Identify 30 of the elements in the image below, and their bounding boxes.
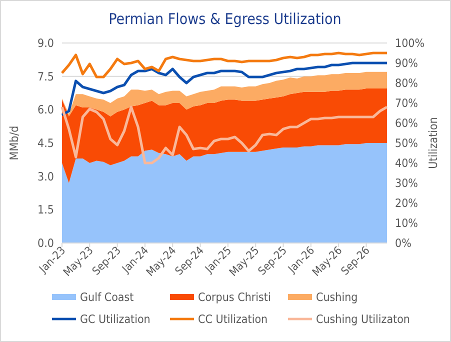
y2-tick-label: 90% bbox=[395, 56, 418, 70]
legend-label: GC Utilization bbox=[80, 312, 150, 326]
y-tick-label: 3.0 bbox=[38, 169, 54, 184]
legend-label: Gulf Coast bbox=[80, 290, 134, 304]
legend-label: CC Utilization bbox=[198, 312, 268, 326]
line-series bbox=[60, 52, 388, 78]
y2-tick-label: 0% bbox=[395, 236, 412, 250]
y-tick-label: 9.0 bbox=[38, 36, 54, 50]
legend-label: Cushing bbox=[316, 290, 358, 304]
y2-tick-label: 50% bbox=[395, 136, 418, 150]
y2-tick-label: 40% bbox=[395, 156, 418, 170]
legend-label: Corpus Christi bbox=[198, 290, 271, 304]
line-series bbox=[60, 62, 388, 116]
y2-tick-label: 100% bbox=[395, 36, 425, 50]
y2-axis-title: Utilization bbox=[426, 117, 440, 169]
line-series bbox=[60, 106, 388, 164]
y2-tick-label: 60% bbox=[395, 116, 418, 130]
legend-label: Cushing Utilizaton bbox=[316, 312, 410, 326]
y-tick-label: 4.5 bbox=[38, 136, 54, 150]
y2-tick-label: 10% bbox=[395, 216, 418, 230]
y-tick-label: 6.0 bbox=[38, 102, 54, 117]
y2-tick-label: 20% bbox=[395, 196, 418, 210]
y2-tick-label: 30% bbox=[395, 176, 418, 190]
chart-title: Permian Flows & Egress Utilization bbox=[108, 10, 342, 28]
y-axis-title: MMb/d bbox=[7, 126, 21, 160]
y-tick-label: 0.0 bbox=[38, 236, 54, 250]
y2-tick-label: 80% bbox=[395, 76, 418, 90]
y-tick-label: 7.5 bbox=[38, 69, 54, 84]
y-tick-label: 1.5 bbox=[38, 202, 54, 217]
y2-tick-label: 70% bbox=[395, 96, 418, 110]
